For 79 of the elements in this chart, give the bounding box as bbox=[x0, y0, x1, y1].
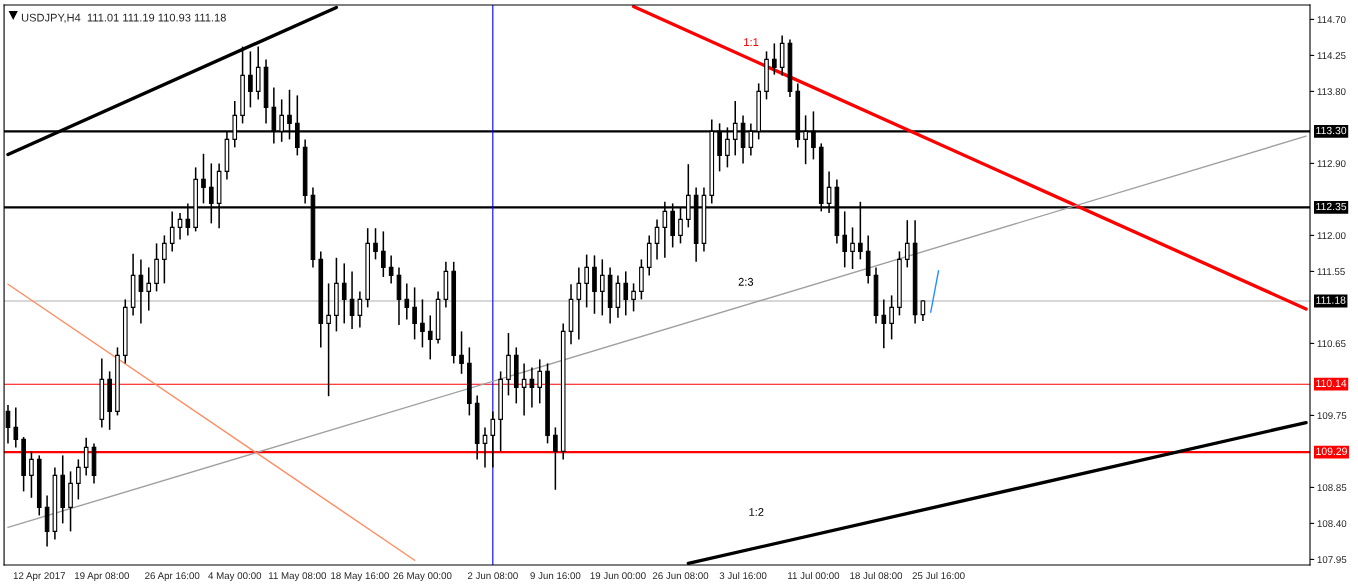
ref-line-label: 113.30 bbox=[1316, 126, 1347, 135]
x-tick-label: 11 Jul 00:00 bbox=[788, 571, 840, 580]
text: USDJPY,H4 111.01 111.19 110.93 111.18 bbox=[21, 13, 226, 23]
candlestick bbox=[201, 153, 206, 205]
candlestick bbox=[881, 298, 887, 349]
x-tick-label: 18 Jul 08:00 bbox=[850, 571, 903, 580]
x-tick-label: 9 Jun 16:00 bbox=[530, 572, 581, 580]
candlestick bbox=[904, 219, 910, 269]
candlestick bbox=[631, 282, 636, 313]
x-tick-label: 11 May 08:00 bbox=[268, 572, 327, 582]
x-tick-label: 26 May 00:00 bbox=[393, 572, 452, 582]
candlestick bbox=[850, 226, 855, 270]
x-tick-label: 2 Jun 08:00 bbox=[467, 572, 518, 580]
candlestick bbox=[639, 258, 644, 301]
candlestick bbox=[772, 42, 777, 76]
y-tick-label: 107.95 bbox=[1317, 556, 1347, 564]
candlestick bbox=[576, 266, 582, 341]
candlestick bbox=[68, 470, 73, 533]
candlestick bbox=[29, 450, 34, 499]
candlestick bbox=[420, 298, 425, 349]
candlestick bbox=[599, 258, 605, 317]
candlestick bbox=[154, 242, 159, 293]
candlestick bbox=[553, 426, 558, 491]
candlestick bbox=[459, 330, 464, 375]
candlestick bbox=[427, 314, 433, 361]
x-tick-label: 12 Apr 2017 bbox=[13, 572, 65, 582]
candlestick bbox=[169, 210, 175, 253]
ref-line-label: 112.35 bbox=[1316, 202, 1347, 211]
x-tick-label: 25 Jul 16:00 bbox=[912, 571, 965, 580]
candlestick bbox=[388, 254, 394, 285]
x-tick-label: 19 Apr 08:00 bbox=[75, 572, 130, 582]
x-tick-label: 26 Apr 16:00 bbox=[145, 572, 200, 582]
ref-line-label: 110.14 bbox=[1316, 379, 1347, 387]
y-tick-label: 114.70 bbox=[1317, 16, 1346, 24]
candlestick bbox=[865, 234, 871, 285]
candlestick bbox=[162, 234, 167, 285]
candlestick bbox=[584, 253, 589, 309]
candlestick bbox=[381, 230, 386, 278]
candlestick bbox=[592, 254, 597, 315]
x-tick-label: 18 May 16:00 bbox=[331, 572, 389, 582]
candlestick bbox=[357, 290, 363, 329]
candlestick bbox=[506, 332, 511, 397]
candlestick bbox=[248, 50, 253, 109]
candlestick bbox=[13, 406, 19, 449]
annotation: 1:1 bbox=[744, 38, 759, 46]
candlestick bbox=[646, 234, 652, 277]
annotation: 1:2 bbox=[749, 508, 764, 516]
candlestick bbox=[521, 362, 527, 417]
annotation: 2:3 bbox=[738, 277, 754, 286]
candlestick bbox=[341, 262, 347, 325]
y-tick-label: 112.90 bbox=[1317, 160, 1346, 168]
ref-line-label: 109.29 bbox=[1316, 447, 1347, 455]
ref-line-label: 111.18 bbox=[1316, 296, 1346, 304]
candlestick bbox=[412, 286, 417, 341]
candlestick bbox=[404, 282, 410, 321]
candlestick bbox=[83, 437, 89, 477]
candlestick bbox=[326, 282, 331, 397]
y-tick-label: 109.75 bbox=[1317, 412, 1347, 420]
candlestick bbox=[373, 227, 378, 261]
x-tick-label: 3 Jul 16:00 bbox=[719, 571, 767, 580]
x-tick-label: 19 Jun 00:00 bbox=[590, 572, 646, 580]
candlestick bbox=[920, 299, 926, 322]
y-tick-label: 110.65 bbox=[1317, 340, 1346, 348]
candlestick bbox=[490, 410, 496, 469]
candlestick bbox=[889, 294, 894, 341]
y-tick-label: 108.40 bbox=[1317, 520, 1347, 528]
candlestick bbox=[255, 45, 261, 101]
candlestick bbox=[537, 358, 543, 405]
y-tick-label: 111.55 bbox=[1317, 268, 1345, 276]
y-tick-label: 108.85 bbox=[1317, 484, 1347, 492]
candlestick bbox=[842, 210, 848, 269]
x-tick-label: 4 May 00:00 bbox=[208, 572, 262, 582]
candlestick bbox=[146, 266, 152, 312]
candlestick bbox=[623, 270, 629, 317]
y-tick-label: 112.00 bbox=[1317, 232, 1346, 240]
y-tick-label: 114.25 bbox=[1317, 52, 1346, 60]
x-tick-label: 26 Jun 08:00 bbox=[652, 572, 709, 580]
y-tick-label: 113.80 bbox=[1317, 88, 1346, 96]
candlestick bbox=[76, 458, 81, 501]
